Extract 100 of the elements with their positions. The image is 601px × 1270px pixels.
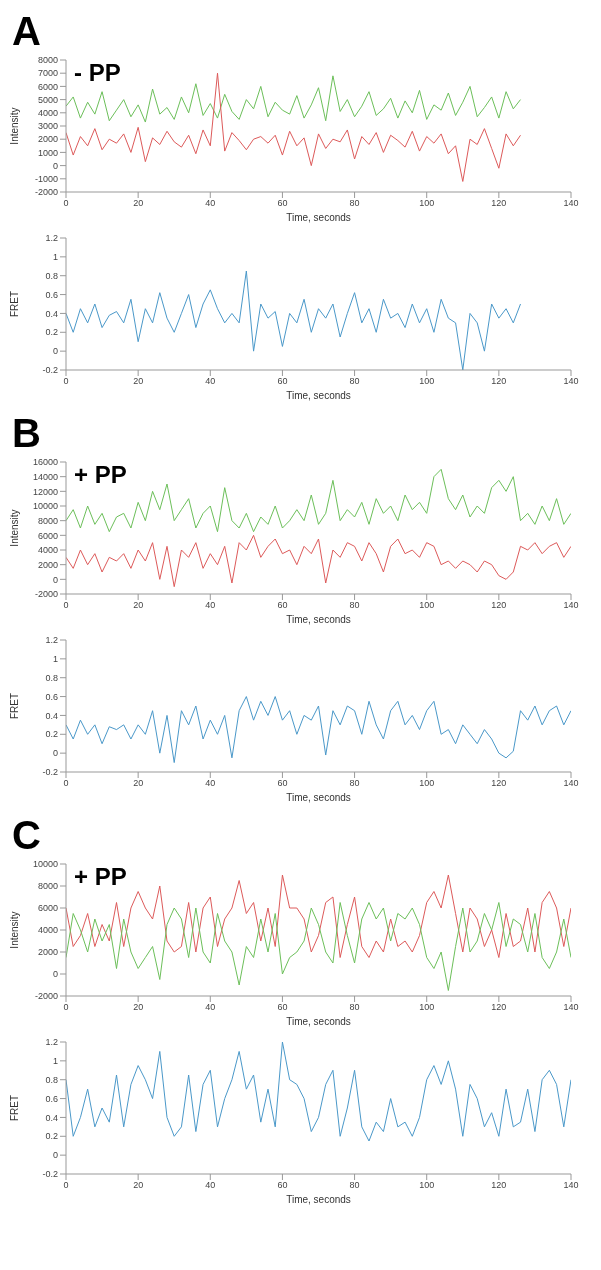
y-tick-label: 4000 [37,925,58,936]
y-tick-label: -2000 [34,589,58,600]
y-axis-title: Intensity [8,107,20,145]
x-tick-label: 40 [205,198,216,209]
x-tick-label: 40 [205,1002,216,1013]
line-series [66,696,571,764]
x-tick-label: 100 [419,778,435,789]
x-tick-label: 80 [349,778,360,789]
x-tick-label: 100 [419,1180,435,1191]
panel-note: + PP [74,462,127,488]
x-tick-label: 140 [563,1002,579,1013]
y-tick-label: 1 [52,252,58,263]
panel-note: - PP [74,60,121,86]
y-axis-title: Intensity [8,509,20,547]
chart-title: B [12,410,42,456]
x-tick-label: 60 [277,778,288,789]
x-tick-label: 120 [491,600,507,611]
y-tick-label: 1000 [37,147,58,158]
x-tick-label: 120 [491,1180,507,1191]
x-axis-title: Time, seconds [285,390,352,402]
x-tick-label: 100 [419,600,435,611]
x-tick-label: 140 [563,376,579,387]
x-axis-title: Time, seconds [285,1194,352,1206]
y-tick-label: 2000 [37,947,58,958]
x-axis-title: Time, seconds [285,792,352,804]
y-tick-label: 8000 [37,55,58,66]
x-tick-label: 60 [277,1180,288,1191]
x-tick-label: 20 [133,1180,144,1191]
y-tick-label: 8000 [37,515,58,526]
x-tick-label: 60 [277,198,288,209]
y-tick-label: 10000 [32,859,58,870]
x-tick-label: 120 [491,778,507,789]
y-tick-label: 0 [52,748,58,759]
x-tick-label: 40 [205,376,216,387]
y-tick-label: -2000 [34,187,58,198]
x-tick-label: 100 [419,1002,435,1013]
y-tick-label: 0.8 [45,672,58,683]
x-tick-label: 120 [491,1002,507,1013]
line-series [66,468,571,533]
y-tick-label: 0.4 [45,1112,58,1123]
y-tick-label: -1000 [34,173,58,184]
x-tick-label: 140 [563,600,579,611]
y-tick-label: 2000 [37,134,58,145]
y-axis-title: FRET [8,1094,20,1122]
y-tick-label: 0 [52,969,58,980]
y-tick-label: 6000 [37,530,58,541]
y-tick-label: -0.2 [42,365,58,376]
x-tick-label: 0 [63,778,69,789]
x-tick-label: 100 [419,198,435,209]
y-tick-label: -0.2 [42,767,58,778]
y-tick-label: 1 [52,1056,58,1067]
panel-note: + PP [74,864,127,890]
y-tick-label: 0 [52,346,58,357]
x-tick-label: 140 [563,198,579,209]
y-tick-label: 1 [52,654,58,665]
y-axis-title: Intensity [8,911,20,949]
x-tick-label: 20 [133,1002,144,1013]
y-tick-label: 8000 [37,881,58,892]
x-tick-label: 60 [277,1002,288,1013]
y-tick-label: 10000 [32,501,58,512]
y-tick-label: 0.2 [45,327,58,338]
x-tick-label: 80 [349,1002,360,1013]
y-tick-label: 6000 [37,903,58,914]
x-axis-title: Time, seconds [285,1016,352,1028]
x-tick-label: 140 [563,778,579,789]
y-tick-label: 0.8 [45,1074,58,1085]
y-tick-label: 7000 [37,68,58,79]
x-tick-label: 0 [63,1180,69,1191]
y-tick-label: 12000 [32,486,58,497]
x-tick-label: 60 [277,600,288,611]
x-tick-label: 20 [133,198,144,209]
y-tick-label: 0.2 [45,1131,58,1142]
y-tick-label: 0.6 [45,691,58,702]
x-tick-label: 20 [133,600,144,611]
chart-title: A [12,8,42,54]
y-tick-label: 0.4 [45,710,58,721]
y-tick-label: 16000 [32,457,58,468]
x-tick-label: 40 [205,600,216,611]
line-series [66,534,571,588]
chart-title: C [12,812,42,858]
y-tick-label: 1.2 [45,233,58,244]
x-tick-label: 40 [205,1180,216,1191]
y-tick-label: 0.6 [45,1093,58,1104]
y-tick-label: 14000 [32,471,58,482]
y-tick-label: 0.6 [45,289,58,300]
y-axis-title: FRET [8,692,20,720]
x-tick-label: 0 [63,198,69,209]
y-tick-label: 4000 [37,545,58,556]
x-axis-title: Time, seconds [285,212,352,224]
x-tick-label: 0 [63,1002,69,1013]
x-tick-label: 80 [349,600,360,611]
y-tick-label: 1.2 [45,1037,58,1048]
line-series [66,1042,571,1142]
y-tick-label: 1.2 [45,635,58,646]
x-tick-label: 100 [419,376,435,387]
x-tick-label: 0 [63,376,69,387]
y-tick-label: 0.8 [45,270,58,281]
x-axis-title: Time, seconds [285,614,352,626]
x-tick-label: 40 [205,778,216,789]
y-tick-label: -2000 [34,991,58,1002]
